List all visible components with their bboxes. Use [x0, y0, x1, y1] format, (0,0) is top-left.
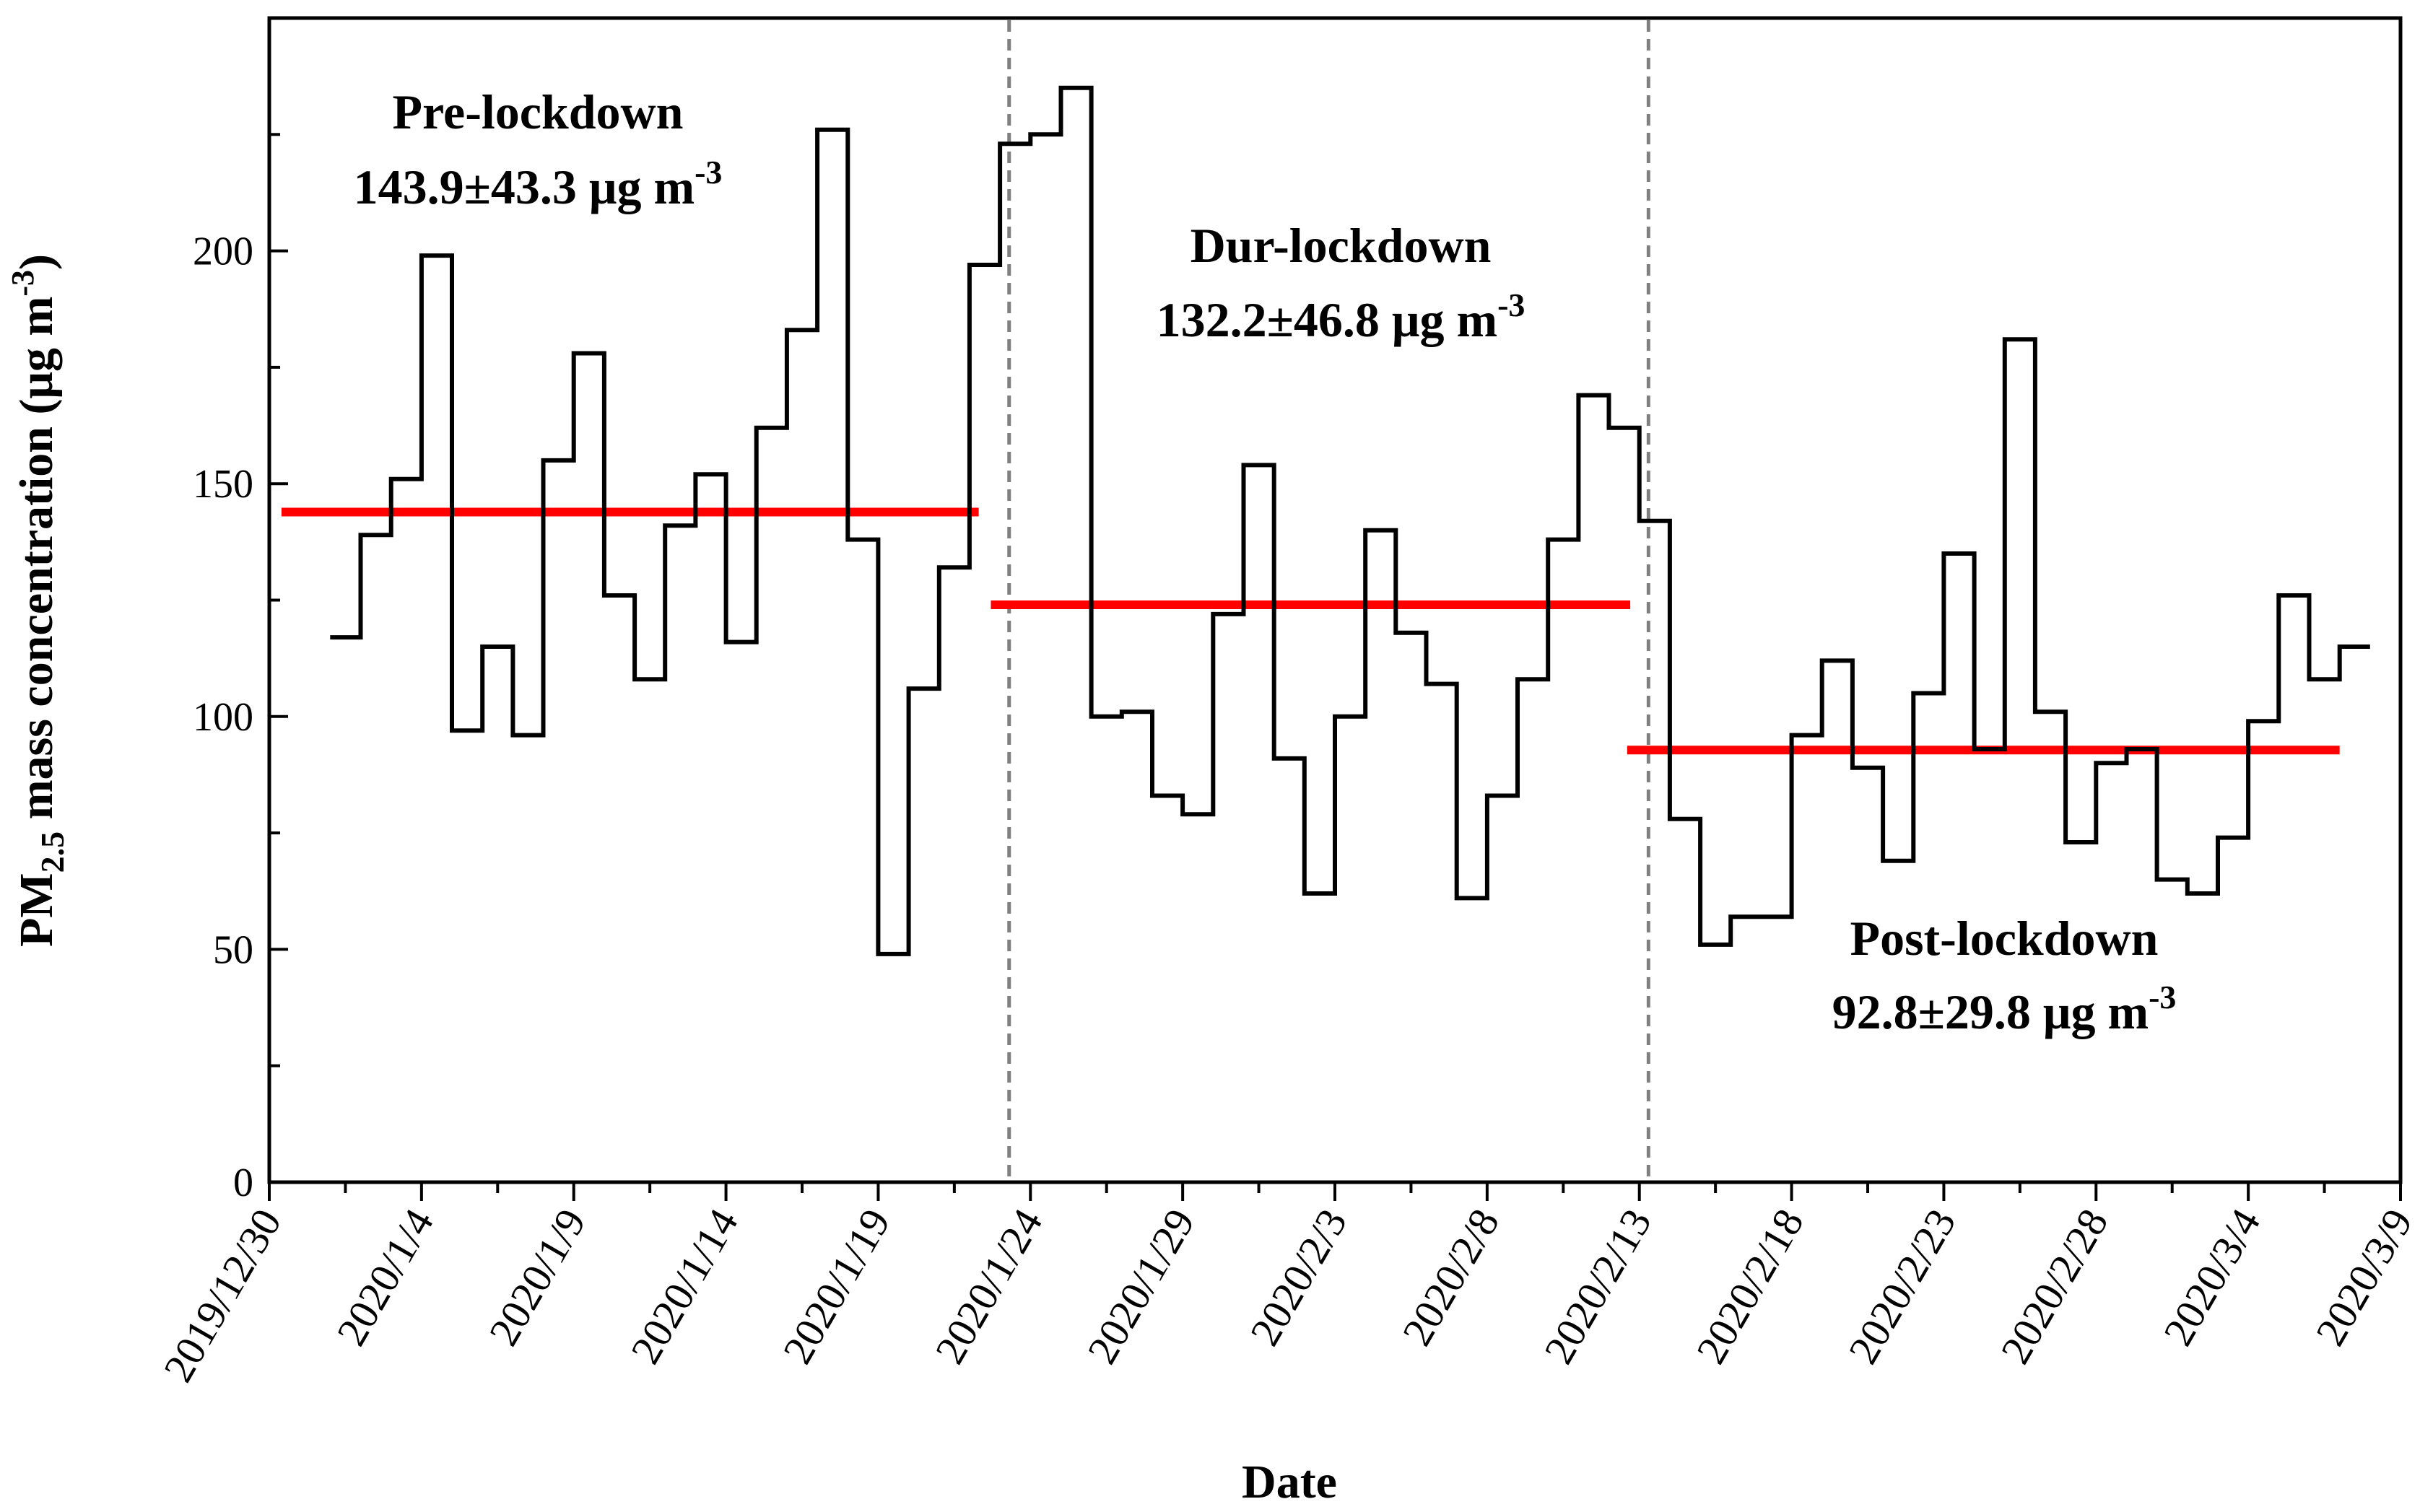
x-tick-label: 2020/1/4 [328, 1201, 443, 1353]
x-tick-label: 2020/2/3 [1241, 1201, 1356, 1353]
pm25-step-series-line [330, 85, 2370, 956]
x-axis-ticks: 2019/12/30 2020/1/4 2020/1/9 2020/1/14 2020/… [154, 1182, 2420, 1389]
period-mean-lines [281, 507, 2340, 755]
y-axis-label: PM2.5 mass concentration (μg m-3) [5, 254, 71, 947]
x-tick-label: 2020/1/9 [480, 1201, 595, 1353]
y-tick-label: 150 [193, 462, 253, 507]
y-tick-label: 200 [193, 230, 253, 274]
annotation-pre-lockdown-name: Pre-lockdown [393, 84, 684, 139]
annotation-post-lockdown-name: Post-lockdown [1850, 911, 2159, 966]
x-tick-label: 2020/2/18 [1687, 1201, 1813, 1371]
x-tick-label: 2020/1/24 [926, 1201, 1052, 1371]
y-tick-label: 0 [233, 1161, 253, 1205]
x-tick-label: 2020/1/14 [622, 1201, 747, 1371]
annotation-post-lockdown-stat: 92.8±29.8 μg m-3 [1832, 979, 2177, 1039]
lockdown-dividers [1007, 20, 1650, 1180]
x-tick-label: 2020/1/29 [1078, 1201, 1204, 1371]
series-layer [330, 85, 2370, 956]
annotation-dur-lockdown-stat: 132.2±46.8 μg m-3 [1157, 287, 1525, 347]
y-axis-ticks: 0 50 100 150 200 [193, 133, 288, 1205]
annotation-pre-lockdown-stat: 143.9±43.3 μg m-3 [354, 154, 723, 214]
x-tick-label: 2020/2/13 [1535, 1201, 1661, 1371]
x-tick-label: 2020/1/19 [774, 1201, 900, 1371]
x-tick-label: 2020/2/28 [1992, 1201, 2118, 1371]
y-tick-label: 100 [193, 695, 253, 740]
x-tick-label: 2019/12/30 [154, 1201, 290, 1389]
x-tick-label: 2020/3/9 [2307, 1201, 2420, 1353]
annotation-dur-lockdown-name: Dur-lockdown [1191, 218, 1492, 273]
x-axis-label: Date [1242, 1456, 1337, 1508]
y-tick-label: 50 [213, 927, 253, 972]
x-tick-label: 2020/2/8 [1393, 1201, 1508, 1353]
x-tick-label: 2020/3/4 [2154, 1201, 2269, 1353]
x-tick-label: 2020/2/23 [1840, 1201, 1965, 1371]
